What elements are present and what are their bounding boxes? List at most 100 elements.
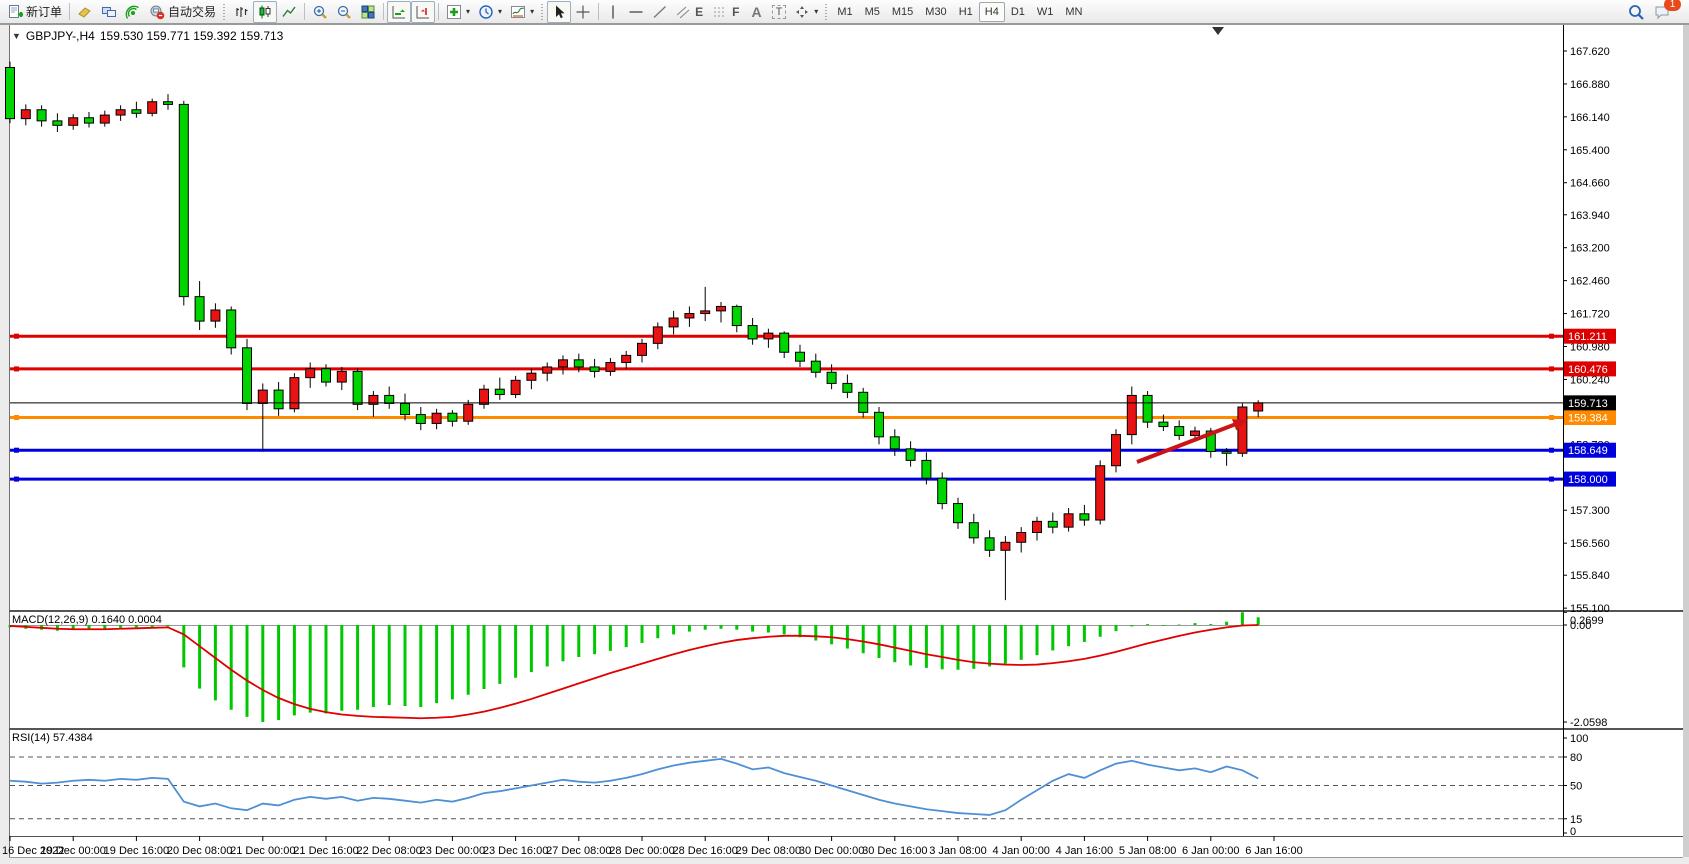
chart-shift-icon <box>416 5 430 18</box>
search-button[interactable] <box>1623 1 1649 23</box>
text-label-icon: T <box>771 4 787 19</box>
candle <box>668 317 679 328</box>
candle <box>1174 426 1185 436</box>
price-tick-label: 161.720 <box>1570 309 1610 321</box>
price-tick-label: 162.460 <box>1570 276 1610 288</box>
period-dropdown-icon[interactable]: ▾ <box>498 7 503 16</box>
autotrade-button[interactable]: 自动交易 <box>145 1 220 23</box>
equidistant-channel-icon <box>676 6 690 18</box>
indicators-icon <box>447 4 462 19</box>
chart-shift-marker[interactable] <box>1212 27 1224 35</box>
candle <box>984 537 995 551</box>
candle <box>431 412 442 424</box>
tile-windows-icon <box>361 5 375 18</box>
timeframe-button-m5[interactable]: M5 <box>864 5 880 18</box>
auto-scroll-icon <box>392 5 406 18</box>
macd-axis-label: 0.2699 <box>1570 615 1604 627</box>
horizontal-line-button[interactable] <box>624 1 648 23</box>
timeframe-button-m15[interactable]: M15 <box>891 5 914 18</box>
bar-chart-button[interactable] <box>229 1 253 23</box>
community-button[interactable] <box>97 1 121 23</box>
candle <box>210 309 221 322</box>
toolbar-drag-handle[interactable] <box>824 3 830 20</box>
cursor-button[interactable] <box>547 0 572 23</box>
candle <box>352 370 363 405</box>
equidistant-channel-button[interactable]: E <box>672 1 709 23</box>
time-tick-label: 30 Dec 16:00 <box>862 845 927 857</box>
arrows-dropdown-icon[interactable]: ▾ <box>814 7 819 16</box>
zoom-out-button[interactable] <box>332 1 356 23</box>
vertical-line-icon <box>612 5 614 18</box>
cursor-icon <box>556 5 565 18</box>
candle <box>605 362 616 372</box>
time-tick-label: 29 Dec 08:00 <box>736 845 801 857</box>
text-label-button[interactable]: T <box>768 1 791 23</box>
candle <box>163 101 173 105</box>
time-tick-label: 4 Jan 16:00 <box>1056 845 1114 857</box>
new-order-button[interactable]: 新订单 <box>3 1 66 23</box>
timeframe-button-h1[interactable]: H1 <box>958 5 973 18</box>
toolbar-drag-handle[interactable] <box>540 3 546 20</box>
rsi-axis-label: 0 <box>1570 826 1576 838</box>
macd-signal-line <box>9 624 1259 720</box>
fibonacci-letter: F <box>732 4 740 19</box>
community-icon <box>102 6 117 17</box>
candle <box>463 403 474 422</box>
auto-scroll-button[interactable] <box>387 0 412 23</box>
arrows-tool-button[interactable]: ▾ <box>790 1 822 23</box>
candle <box>1047 520 1058 528</box>
candle <box>1032 520 1042 533</box>
time-tick-label: 22 Dec 08:00 <box>356 845 421 857</box>
templates-button[interactable]: ▾ <box>506 1 538 23</box>
time-tick-label: 27 Dec 08:00 <box>546 845 611 857</box>
timeframe-button-h4[interactable]: H4 <box>978 1 1005 22</box>
period-button[interactable]: ▾ <box>474 1 506 23</box>
indicators-button[interactable]: ▾ <box>442 1 474 23</box>
chart-shift-button[interactable] <box>411 0 436 23</box>
bar-chart-icon <box>236 6 248 17</box>
candle <box>1079 513 1090 521</box>
time-tick-label: 5 Jan 08:00 <box>1119 845 1177 857</box>
annotation-arrow[interactable] <box>1136 422 1237 464</box>
fibonacci-button[interactable]: F <box>709 1 745 23</box>
vertical-line-button[interactable] <box>602 1 624 23</box>
search-icon <box>1629 4 1644 20</box>
price-tick-label: 155.840 <box>1570 570 1610 582</box>
timeframe-button-w1[interactable]: W1 <box>1036 5 1054 18</box>
crosshair-button[interactable] <box>571 1 595 23</box>
candle <box>1237 406 1248 454</box>
price-badge <box>1564 328 1616 344</box>
toolbar-drag-handle[interactable] <box>222 3 228 20</box>
timeframe-button-mn[interactable]: MN <box>1065 5 1083 18</box>
svg-text:161.211: 161.211 <box>1568 331 1607 343</box>
symbol-dropdown-icon[interactable]: ▼ <box>12 31 21 41</box>
publish-button[interactable] <box>73 1 97 23</box>
candle <box>494 388 505 396</box>
candle <box>953 503 963 524</box>
candle <box>1142 394 1153 423</box>
candle <box>5 66 15 120</box>
time-tick-label: 23 Dec 16:00 <box>483 845 548 857</box>
candle <box>68 117 79 126</box>
timeframe-button-d1[interactable]: D1 <box>1010 5 1025 18</box>
trendline-button[interactable] <box>648 1 672 23</box>
candle <box>1221 451 1232 454</box>
time-tick-label: 21 Dec 00:00 <box>230 845 295 857</box>
candlestick-chart-button[interactable] <box>253 0 278 23</box>
new-order-icon <box>9 4 23 18</box>
candle <box>921 459 932 479</box>
templates-dropdown-icon[interactable]: ▾ <box>530 7 535 16</box>
zoom-in-button[interactable] <box>308 1 332 23</box>
indicators-dropdown-icon[interactable]: ▾ <box>466 7 471 16</box>
candle <box>368 394 379 405</box>
arrows-tool-icon <box>796 5 809 18</box>
tile-windows-button[interactable] <box>356 1 380 23</box>
chat-button[interactable]: 1 <box>1649 0 1681 23</box>
timeframe-button-m1[interactable]: M1 <box>837 5 853 18</box>
line-chart-button[interactable] <box>277 1 301 23</box>
text-tool-button[interactable]: A <box>745 1 767 23</box>
text-tool-icon: A <box>751 3 762 20</box>
timeframe-button-m30[interactable]: M30 <box>925 5 947 18</box>
signals-button[interactable] <box>121 1 145 23</box>
